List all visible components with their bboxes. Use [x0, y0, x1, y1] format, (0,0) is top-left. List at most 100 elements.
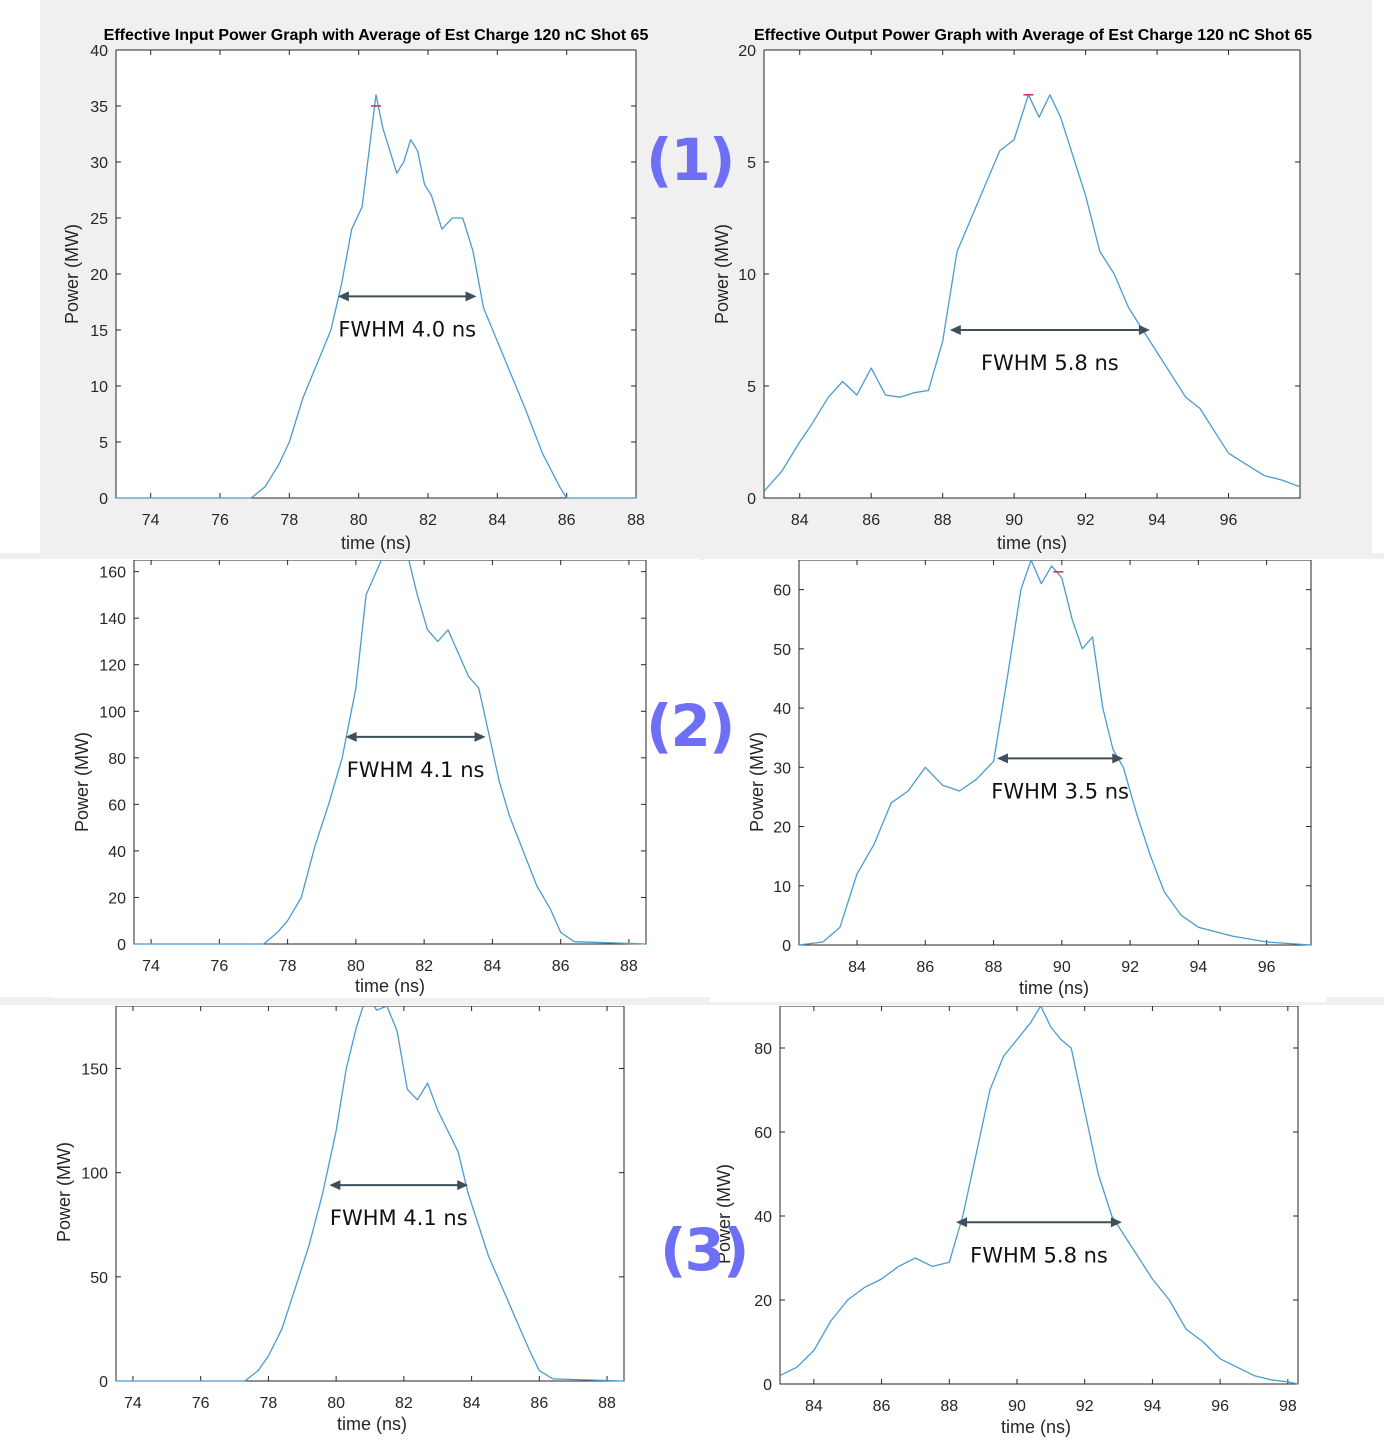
- chart-5-xtick-label: 92: [1076, 1398, 1094, 1415]
- chart-5-xtick-label: 84: [805, 1398, 823, 1415]
- chart-4-xtick-label: 74: [124, 1395, 142, 1412]
- chart-0-ytick-label: 40: [90, 43, 108, 60]
- chart-4-fwhm-arrowhead-right: [457, 1180, 469, 1191]
- chart-1-ytick-label: 5: [747, 155, 756, 172]
- row-label-2: (2): [646, 692, 735, 760]
- separator-stripe: [0, 553, 1384, 559]
- chart-2-xtick-label: 76: [210, 958, 228, 975]
- chart-3-fwhm-arrowhead-left: [996, 753, 1008, 764]
- chart-2-ylabel: Power (MW): [72, 732, 92, 832]
- chart-2-ytick-label: 100: [99, 704, 126, 721]
- chart-3-xtick-label: 86: [916, 959, 934, 976]
- chart-1-xtick-label: 88: [934, 512, 952, 529]
- chart-0-xtick-label: 78: [280, 512, 298, 529]
- chart-r1-input: 74 76 78 80 82 84 86 88 0 5 10 15 20 25 30 35 40Effectiv…: [62, 27, 648, 553]
- chart-4-ylabel: Power (MW): [54, 1142, 74, 1242]
- chart-1-xtick-label: 84: [791, 512, 809, 529]
- chart-4-fwhm-arrowhead-left: [329, 1180, 341, 1191]
- chart-3-ytick-label: 60: [773, 583, 791, 600]
- chart-1-fwhm-label: FWHM 5.8 ns: [981, 351, 1119, 375]
- chart-3-axes-box: [798, 560, 1312, 946]
- chart-0-ytick-label: 25: [90, 211, 108, 228]
- chart-1-ytick-label: 20: [738, 43, 756, 60]
- chart-panel-r1-input: 74 76 78 80 82 84 86 88 0 5 10 15 20 25 30 35 40 Effectiv…: [40, 0, 700, 556]
- chart-panel-r2-output: 84 86 88 90 92 94 96 0 10 20 30 40 50 60 time (ns) Powe…: [710, 560, 1326, 1002]
- chart-5-ytick-label: 60: [754, 1125, 772, 1142]
- chart-0-xtick-label: 84: [488, 512, 506, 529]
- chart-1-fwhm-arrowhead-right: [1138, 325, 1150, 335]
- chart-1-title: Effective Output Power Graph with Averag…: [754, 27, 1312, 44]
- chart-0-ytick-label: 10: [90, 379, 108, 396]
- chart-panel-r1-output: 84 86 88 90 92 94 96 0 5 10 5 20 Effective Output Po…: [704, 0, 1372, 556]
- chart-0-xtick-label: 74: [142, 512, 160, 529]
- chart-2-ytick-label: 60: [108, 797, 126, 814]
- chart-0-xtick-label: 86: [558, 512, 576, 529]
- chart-0-xtick-label: 80: [350, 512, 368, 529]
- chart-r3-input: 74 76 78 80 82 84 86 88 0 50 100 150 time (ns) Power …: [54, 1006, 625, 1434]
- chart-panel-r2-input: 74 76 78 80 82 84 86 88 0 20 40 60 80 100 120 140 160 tim…: [52, 560, 648, 998]
- chart-r2-input: 74 76 78 80 82 84 86 88 0 20 40 60 80 100 120 140 160 tim…: [72, 560, 647, 996]
- chart-0-ytick-label: 30: [90, 155, 108, 172]
- chart-2-ytick-label: 40: [108, 844, 126, 861]
- chart-0-ytick-label: 5: [99, 435, 108, 452]
- row-label-3: (3): [660, 1216, 749, 1284]
- chart-2-ytick-label: 80: [108, 751, 126, 768]
- chart-3-xtick-label: 96: [1258, 959, 1276, 976]
- chart-4-ytick-label: 50: [90, 1270, 108, 1287]
- chart-2-xtick-label: 80: [347, 958, 365, 975]
- chart-5-series-0-line: [780, 1006, 1298, 1385]
- chart-5-xtick-label: 94: [1144, 1398, 1162, 1415]
- chart-2-xtick-label: 86: [552, 958, 570, 975]
- chart-4-xtick-label: 78: [260, 1395, 278, 1412]
- chart-4-xlabel: time (ns): [337, 1414, 407, 1434]
- chart-1-ytick-label: 10: [738, 267, 756, 284]
- chart-5-axes-box: [779, 1006, 1299, 1385]
- chart-5-ytick-label: 0: [763, 1377, 772, 1394]
- chart-5-ylabel: Power (MW): [714, 1164, 734, 1264]
- chart-4-xtick-label: 88: [598, 1395, 616, 1412]
- chart-2-fwhm-label: FWHM 4.1 ns: [347, 758, 485, 782]
- chart-3-ytick-label: 0: [782, 938, 791, 955]
- chart-3-xtick-label: 84: [848, 959, 866, 976]
- chart-1-axes-box: [763, 49, 1301, 499]
- separator-stripe: [700, 0, 704, 560]
- chart-0-ylabel: Power (MW): [62, 224, 82, 324]
- chart-0-xtick-label: 82: [419, 512, 437, 529]
- chart-5-xlabel: time (ns): [1001, 1417, 1071, 1437]
- chart-2-ytick-label: 120: [99, 658, 126, 675]
- chart-2-ytick-label: 0: [117, 937, 126, 954]
- chart-2-xtick-label: 74: [142, 958, 160, 975]
- chart-3-ytick-label: 30: [773, 760, 791, 777]
- chart-0-fwhm-arrowhead-left: [337, 291, 349, 302]
- chart-5-fwhm-label: FWHM 5.8 ns: [970, 1243, 1108, 1267]
- chart-4-xtick-label: 82: [395, 1395, 413, 1412]
- chart-2-ytick-label: 160: [99, 565, 126, 582]
- chart-2-xtick-label: 84: [484, 958, 502, 975]
- chart-0-fwhm-label: FWHM 4.0 ns: [338, 317, 476, 341]
- chart-3-ytick-label: 10: [773, 879, 791, 896]
- chart-panel-r3-input: 74 76 78 80 82 84 86 88 0 50 100 150 time (ns) Power …: [42, 1006, 688, 1446]
- chart-4-ytick-label: 0: [99, 1374, 108, 1391]
- separator-stripe: [0, 997, 1384, 1005]
- chart-1-xtick-label: 94: [1148, 512, 1166, 529]
- chart-2-axes-box: [133, 560, 647, 945]
- chart-2-xtick-label: 88: [620, 958, 638, 975]
- chart-1-fwhm-arrowhead-left: [949, 325, 961, 335]
- chart-2-xlabel: time (ns): [355, 976, 425, 996]
- chart-r2-output: 84 86 88 90 92 94 96 0 10 20 30 40 50 60 time (ns) Powe…: [747, 560, 1312, 998]
- chart-1-ytick-label: 0: [747, 491, 756, 508]
- chart-5-xtick-label: 98: [1279, 1398, 1297, 1415]
- chart-5-xtick-label: 88: [940, 1398, 958, 1415]
- chart-1-xtick-label: 96: [1220, 512, 1238, 529]
- chart-4-xtick-label: 84: [463, 1395, 481, 1412]
- chart-3-fwhm-label: FWHM 3.5 ns: [991, 779, 1129, 803]
- chart-0-ytick-label: 35: [90, 99, 108, 116]
- chart-0-xtick-label: 88: [627, 512, 645, 529]
- chart-0-xlabel: time (ns): [341, 533, 411, 553]
- chart-3-xtick-label: 94: [1189, 959, 1207, 976]
- chart-2-fwhm-arrowhead-left: [345, 731, 357, 742]
- chart-5-xtick-label: 86: [873, 1398, 891, 1415]
- chart-3-series-0-line: [799, 560, 1311, 946]
- chart-1-xlabel: time (ns): [997, 533, 1067, 553]
- chart-5-xtick-label: 96: [1211, 1398, 1229, 1415]
